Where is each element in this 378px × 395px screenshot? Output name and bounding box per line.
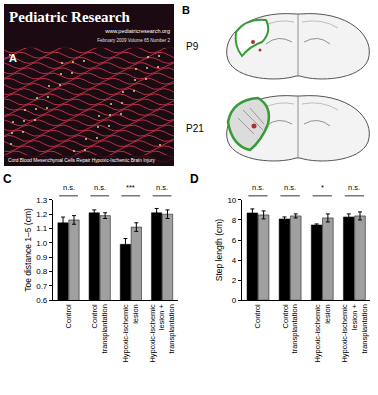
svg-text:Hypoxic-ischemiclesion: Hypoxic-ischemiclesion — [121, 304, 140, 363]
svg-text:Step length (cm): Step length (cm) — [214, 219, 224, 282]
svg-text:1.2: 1.2 — [36, 210, 48, 219]
svg-text:n.s.: n.s. — [94, 183, 106, 192]
svg-text:A: A — [9, 52, 17, 64]
svg-text:***: *** — [126, 183, 135, 192]
svg-text:6: 6 — [232, 236, 237, 245]
svg-text:10: 10 — [227, 196, 236, 205]
svg-text:Controltransplantation: Controltransplantation — [90, 304, 109, 354]
svg-text:0: 0 — [232, 296, 237, 305]
svg-text:0.9: 0.9 — [36, 253, 48, 262]
svg-text:February 2009 Volume 65 Number: February 2009 Volume 65 Number 2 — [97, 38, 170, 43]
svg-text:1.3: 1.3 — [36, 196, 48, 205]
svg-text:n.s.: n.s. — [348, 183, 360, 192]
svg-text:Pediatric Research: Pediatric Research — [9, 9, 131, 25]
svg-text:1.1: 1.1 — [36, 224, 48, 233]
svg-text:C: C — [3, 172, 12, 186]
svg-text:4: 4 — [232, 256, 237, 265]
svg-text:0.7: 0.7 — [36, 282, 48, 291]
svg-text:Controltransplantation: Controltransplantation — [281, 304, 300, 354]
svg-text:1.0: 1.0 — [36, 239, 48, 248]
svg-text:D: D — [190, 172, 199, 186]
svg-text:Cord Blood Mesenchymal Cells R: Cord Blood Mesenchymal Cells Repair Hypo… — [8, 158, 155, 163]
svg-text:*: * — [321, 183, 324, 192]
svg-text:Toe distance 1–5 (cm): Toe distance 1–5 (cm) — [23, 208, 33, 292]
svg-text:n.s.: n.s. — [252, 183, 264, 192]
svg-text:www.pediatricresearch.org: www.pediatricresearch.org — [104, 28, 170, 34]
svg-text:P21: P21 — [186, 123, 204, 134]
svg-text:Control: Control — [253, 304, 262, 329]
svg-text:Hypoxic-ischemiclesion +transp: Hypoxic-ischemiclesion +transplantation — [340, 304, 369, 363]
svg-text:Hypoxic-ischemiclesion: Hypoxic-ischemiclesion — [313, 304, 332, 363]
svg-text:P9: P9 — [186, 41, 199, 52]
svg-text:0.6: 0.6 — [36, 296, 48, 305]
svg-text:Hypoxic-ischemiclesion +transp: Hypoxic-ischemiclesion +transplantation — [148, 304, 177, 363]
svg-text:n.s.: n.s. — [284, 183, 296, 192]
svg-text:8: 8 — [232, 216, 237, 225]
svg-text:0.8: 0.8 — [36, 267, 48, 276]
svg-text:n.s.: n.s. — [63, 183, 75, 192]
svg-text:Control: Control — [64, 304, 73, 329]
svg-text:n.s.: n.s. — [156, 183, 168, 192]
svg-text:B: B — [182, 4, 190, 16]
svg-text:2: 2 — [232, 276, 237, 285]
